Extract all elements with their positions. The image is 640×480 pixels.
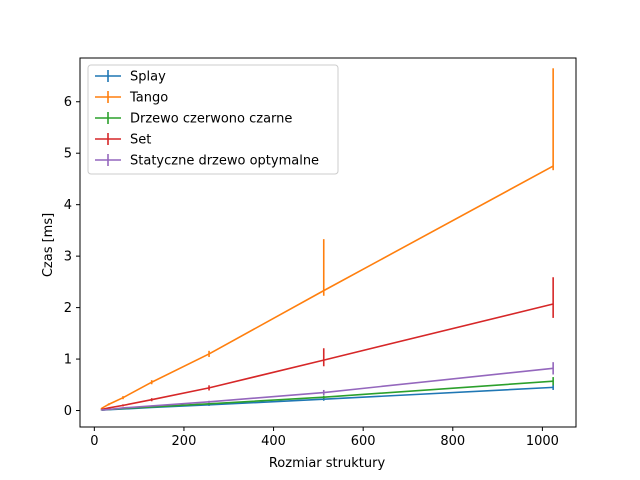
x-tick-label: 0 [90,434,98,449]
legend-label: Splay [130,70,166,85]
series-4 [100,362,554,411]
x-tick-label: 800 [440,434,465,449]
legend-box [87,64,339,175]
y-tick-label: 3 [64,250,72,265]
legend-label: Tango [129,91,168,106]
legend-item: Tango [95,91,168,106]
x-tick-label: 1000 [526,434,559,449]
y-tick-label: 1 [64,353,72,368]
series-line [101,367,554,411]
series-layer [100,68,554,411]
series-line [101,303,554,411]
series-3 [100,277,554,411]
axes-layer: 0 200 400 600 800 1000 0 1 2 3 4 5 6 [64,57,577,449]
y-tick-label: 0 [64,404,72,419]
x-tick-label: 400 [261,434,286,449]
legend-item: Set [95,133,151,148]
legend-item: Statyczne drzewo optymalne [95,154,319,169]
y-tick-label: 6 [64,95,72,110]
legend-label: Drzewo czerwono czarne [130,112,292,127]
legend-item: Drzewo czerwono czarne [95,112,292,127]
x-tick-label: 200 [172,434,197,449]
legend-item: Splay [95,70,166,85]
y-tick-label: 2 [64,301,72,316]
legend: Splay Tango Drzewo czerwono czarne Set Staty… [87,64,339,175]
x-tick-label: 600 [351,434,376,449]
series-line [101,165,554,410]
axes-frame [79,57,577,428]
y-tick-label: 4 [64,198,72,213]
legend-label: Set [130,133,151,148]
y-axis-label: Czas [ms] [41,213,56,277]
legend-label: Statyczne drzewo optymalne [130,154,319,169]
series-1 [100,68,554,410]
x-axis-label: Rozmiar struktury [269,456,386,471]
y-tick-label: 5 [64,147,72,162]
